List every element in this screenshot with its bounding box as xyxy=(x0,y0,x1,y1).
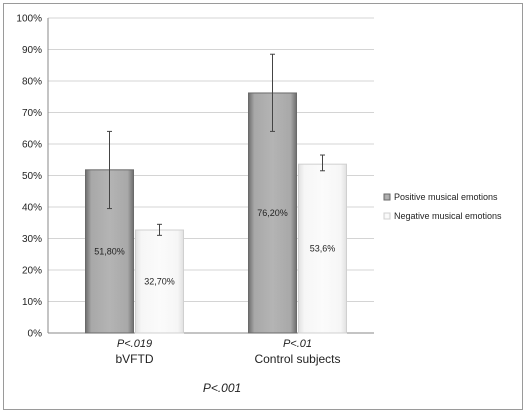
overall-p-value: P<.001 xyxy=(203,381,241,395)
bar xyxy=(135,229,184,334)
y-tick-label: 0% xyxy=(28,329,43,340)
legend-swatch xyxy=(383,212,391,220)
data-label: 76,20% xyxy=(257,208,288,218)
data-labels: 51,80% 32,70% 76,20% 53,6% xyxy=(94,208,335,287)
category-p-value: P<.01 xyxy=(283,338,312,350)
y-tick-label: 60% xyxy=(22,140,42,151)
y-tick-label: 40% xyxy=(22,203,42,214)
bar-chart: 0% 10% 20% 30% 40% 50% 60% 70% 80% 90% 100% 51,80%… xyxy=(16,14,502,396)
category-label: Control subjects xyxy=(254,352,340,366)
chart-frame: 0% 10% 20% 30% 40% 50% 60% 70% 80% 90% 100% 51,80%… xyxy=(3,3,523,410)
y-tick-label: 20% xyxy=(22,266,42,277)
bars xyxy=(85,53,347,334)
y-tick-label: 50% xyxy=(22,171,42,182)
y-tick-label: 100% xyxy=(16,14,42,25)
legend-label: Negative musical emotions xyxy=(394,211,502,221)
category-label: bVFTD xyxy=(115,352,153,366)
data-label: 53,6% xyxy=(310,244,336,254)
legend-swatch xyxy=(383,193,391,201)
y-tick-label: 30% xyxy=(22,234,42,245)
category-p-value: P<.019 xyxy=(117,338,152,350)
y-axis-ticks: 0% 10% 20% 30% 40% 50% 60% 70% 80% 90% 100% xyxy=(16,14,42,340)
legend-label: Positive musical emotions xyxy=(394,192,498,202)
category-labels: P<.019 bVFTD P<.01 Control subjects xyxy=(115,338,340,366)
data-label: 51,80% xyxy=(94,246,125,256)
data-label: 32,70% xyxy=(144,276,175,286)
y-tick-label: 10% xyxy=(22,297,42,308)
y-tick-label: 80% xyxy=(22,77,42,88)
y-tick-label: 90% xyxy=(22,45,42,56)
legend: Positive musical emotions Negative musica… xyxy=(383,192,502,221)
y-tick-label: 70% xyxy=(22,108,42,119)
